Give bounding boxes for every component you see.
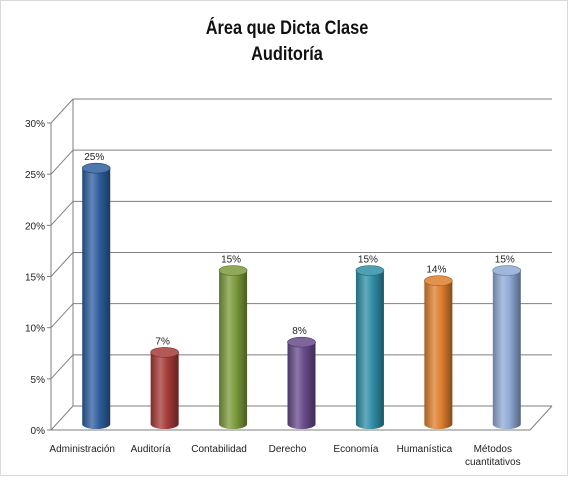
bar-top	[355, 265, 385, 276]
data-label: 15%	[221, 255, 241, 266]
chart-subtitle: Auditoría	[251, 44, 323, 65]
bar-top	[287, 336, 316, 348]
chart-title: Área que Dicta Clase	[205, 18, 369, 39]
gridline-wall	[50, 303, 74, 329]
gridline-wall	[50, 354, 74, 380]
gridline-wall	[50, 98, 74, 124]
data-label: 15%	[358, 255, 378, 266]
y-tick-label: 15%	[25, 273, 45, 284]
bar-top	[424, 275, 453, 287]
y-tick-label: 0%	[31, 426, 46, 437]
bar-econom-a	[355, 270, 384, 429]
bar-auditor-a	[150, 352, 179, 429]
x-tick-label: Administración	[49, 444, 115, 455]
gridline-wall	[50, 405, 74, 431]
y-tick-label: 20%	[25, 221, 45, 232]
bar-top	[81, 162, 111, 174]
x-tick-label: cuantitativos	[465, 457, 521, 468]
data-label: 25%	[84, 152, 104, 163]
bar-derecho	[287, 342, 316, 429]
floor-right-edge	[529, 405, 553, 431]
gridline-wall	[50, 200, 74, 226]
gridline-wall	[50, 149, 74, 175]
data-label: 14%	[426, 265, 446, 276]
bar-top	[492, 265, 522, 276]
y-tick-label: 10%	[25, 324, 45, 335]
data-label: 8%	[292, 326, 307, 337]
bar-m-todos-cuantitativos	[492, 270, 521, 429]
data-label: 15%	[495, 255, 515, 266]
x-tick-label: Métodos	[474, 444, 512, 455]
x-tick-label: Humanística	[397, 444, 453, 455]
bar-top	[150, 347, 179, 358]
bar-administraci-n	[82, 168, 111, 429]
bar-human-stica	[424, 280, 453, 429]
x-tick-label: Auditoría	[131, 444, 171, 455]
bar-top	[218, 265, 248, 276]
data-label: 7%	[155, 336, 170, 347]
y-tick-label: 30%	[25, 119, 45, 130]
x-tick-label: Derecho	[269, 444, 307, 455]
y-tick-label: 25%	[25, 170, 45, 181]
chart-title-block: Área que Dicta Clase Auditoría	[0, 16, 574, 68]
x-tick-label: Contabilidad	[191, 444, 247, 455]
gridline-wall	[50, 252, 74, 277]
y-tick-label: 5%	[31, 375, 46, 386]
x-tick-label: Economía	[333, 444, 378, 455]
bar-contabilidad	[219, 270, 248, 429]
